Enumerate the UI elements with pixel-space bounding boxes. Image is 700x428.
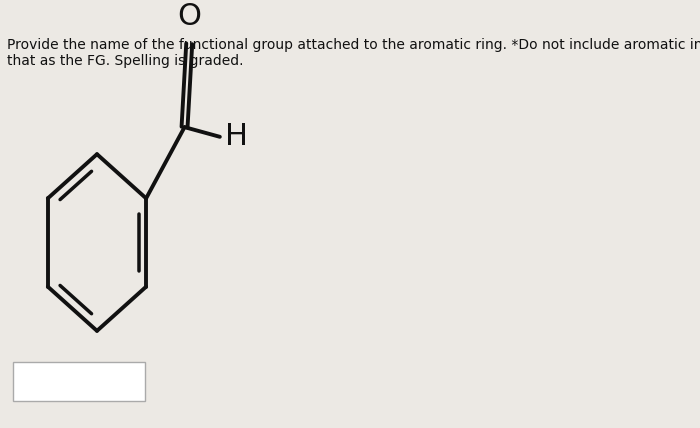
Text: Provide the name of the functional group attached to the aromatic ring. *Do not : Provide the name of the functional group… [8, 38, 700, 68]
Text: O: O [177, 2, 201, 31]
FancyBboxPatch shape [13, 362, 145, 401]
Text: H: H [225, 122, 248, 152]
